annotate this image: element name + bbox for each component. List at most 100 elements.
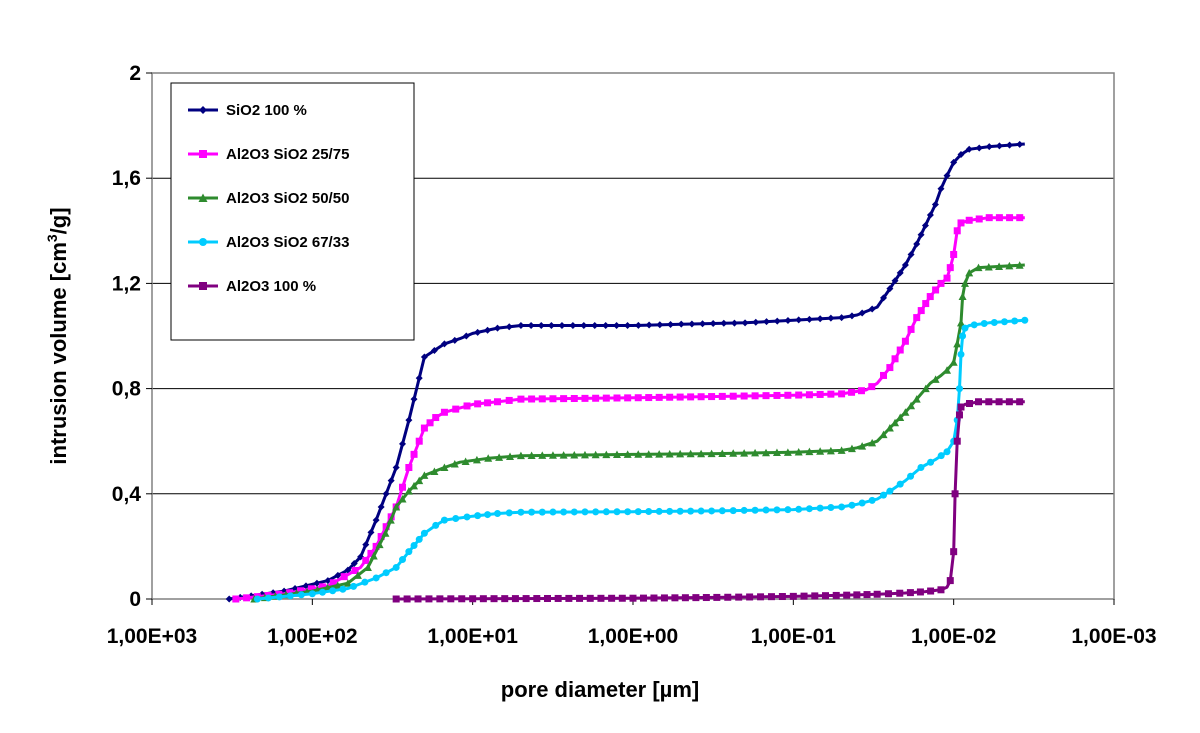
data-point [644, 450, 653, 458]
y-axis-title-main: intrusion volume [cm [46, 242, 71, 464]
x-tick-label: 1,00E-03 [1071, 625, 1156, 648]
data-point [339, 585, 347, 593]
data-point [827, 314, 835, 322]
data-point [420, 424, 428, 432]
data-point [592, 394, 600, 402]
data-point [917, 464, 925, 471]
data-point [848, 312, 856, 320]
data-point [484, 454, 493, 462]
data-point [955, 385, 963, 393]
data-point [479, 595, 487, 603]
data-point [975, 144, 983, 152]
data-point [452, 515, 460, 523]
data-point [560, 508, 568, 516]
data-point [655, 507, 663, 515]
data-point [547, 321, 555, 329]
data-point [516, 451, 525, 460]
data-point [275, 593, 283, 601]
data-point [1016, 214, 1024, 222]
data-point [505, 396, 513, 404]
data-point [692, 594, 700, 602]
data-point [538, 508, 546, 516]
data-point [264, 594, 272, 602]
data-point [484, 326, 492, 334]
data-point [772, 448, 781, 457]
data-point [795, 391, 803, 399]
data-point [858, 442, 867, 450]
data-point [795, 505, 803, 513]
data-point [763, 318, 771, 326]
data-point [377, 503, 385, 511]
data-point [634, 394, 642, 402]
data-point [372, 542, 380, 550]
data-point [528, 395, 536, 403]
data-point [985, 398, 993, 406]
data-point [367, 549, 375, 557]
y-axis-title: intrusion volume [cm3/g] [44, 207, 71, 464]
data-point [741, 319, 749, 327]
data-point [891, 418, 900, 427]
data-point [740, 506, 748, 514]
data-point [926, 211, 934, 219]
data-point [612, 450, 621, 459]
data-point [392, 595, 400, 603]
data-point [995, 142, 1003, 150]
data-point [537, 321, 545, 329]
data-point [405, 464, 413, 471]
data-point [451, 336, 459, 344]
data-point [351, 567, 359, 575]
data-point [613, 508, 621, 516]
data-point [403, 595, 411, 603]
data-point [697, 507, 705, 515]
data-point [410, 481, 419, 490]
data-point [858, 499, 866, 507]
data-point [308, 590, 316, 598]
data-point [548, 451, 557, 459]
data-point [302, 582, 310, 590]
legend-label: SiO2 100 % [226, 102, 307, 119]
data-point [494, 398, 502, 406]
data-point [415, 374, 423, 382]
data-point [724, 593, 732, 601]
data-point [538, 395, 546, 403]
data-point [913, 240, 921, 248]
data-point [901, 408, 910, 416]
data-point [906, 589, 914, 597]
data-point [645, 321, 653, 329]
data-point [822, 592, 830, 600]
data-point [372, 516, 380, 524]
data-point [432, 521, 440, 529]
data-point [880, 371, 888, 379]
data-point [243, 594, 251, 602]
data-point [569, 321, 577, 329]
data-point [1021, 316, 1029, 324]
data-point [975, 398, 983, 406]
data-point [960, 279, 969, 287]
data-point [570, 508, 578, 516]
data-point [517, 321, 525, 329]
data-point [746, 593, 754, 601]
data-point [398, 495, 407, 503]
data-point [645, 508, 653, 516]
data-point [363, 563, 372, 571]
data-point [543, 594, 551, 602]
data-point [816, 504, 824, 512]
data-point [917, 307, 925, 315]
data-point [624, 321, 632, 329]
data-point [440, 463, 449, 471]
data-point [570, 394, 578, 402]
data-point [410, 450, 418, 458]
data-point [957, 151, 965, 159]
data-point [891, 277, 899, 285]
data-point [538, 451, 547, 459]
data-point [921, 222, 929, 230]
legend: SiO2 100 % Al2O3 SiO2 25/75 Al2O3 SiO2 50/… [170, 82, 415, 341]
y-axis-title-superscript: 3 [44, 234, 60, 242]
legend-label: Al2O3 100 % [226, 278, 316, 295]
data-point [950, 548, 958, 556]
data-point [634, 321, 642, 329]
data-point [901, 261, 909, 269]
data-point [885, 424, 894, 432]
data-point [676, 393, 684, 401]
data-point [324, 577, 332, 585]
